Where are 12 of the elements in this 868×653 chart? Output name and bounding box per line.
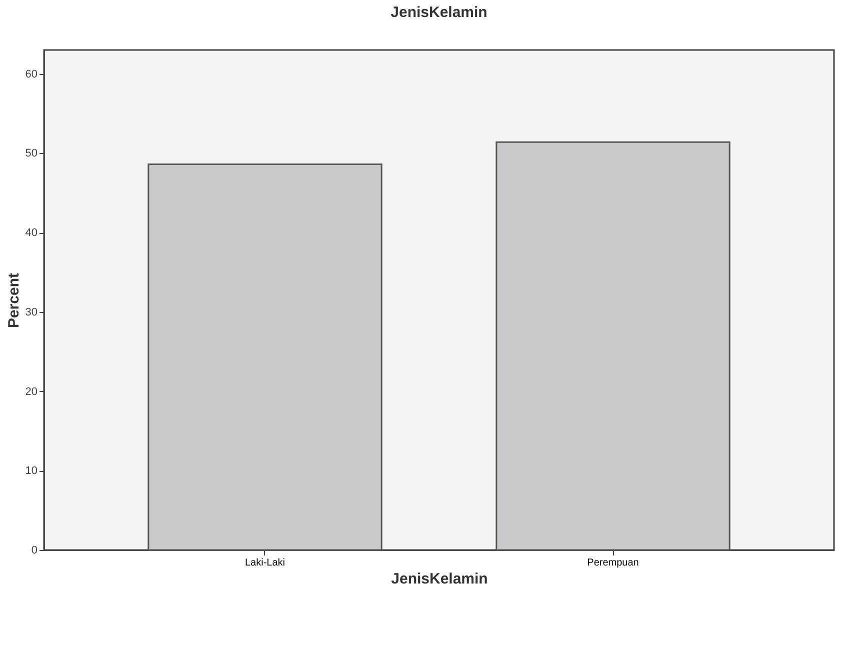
x-axis-title: JenisKelamin [391,570,488,588]
y-tick-label: 0 [31,544,38,556]
y-tick-label: 60 [25,68,38,80]
x-tick-label: Laki-Laki [244,558,286,568]
y-tick-label: 40 [25,227,38,240]
y-tick-label: 50 [25,148,38,160]
y-tick-label: 10 [25,465,38,478]
chart-title: JenisKelamin [390,4,488,21]
y-tick-label: 30 [25,306,38,318]
x-tick-label: Perempuan [587,558,639,568]
y-axis-title: Percent [5,272,22,328]
y-tick-label: 20 [25,386,38,398]
